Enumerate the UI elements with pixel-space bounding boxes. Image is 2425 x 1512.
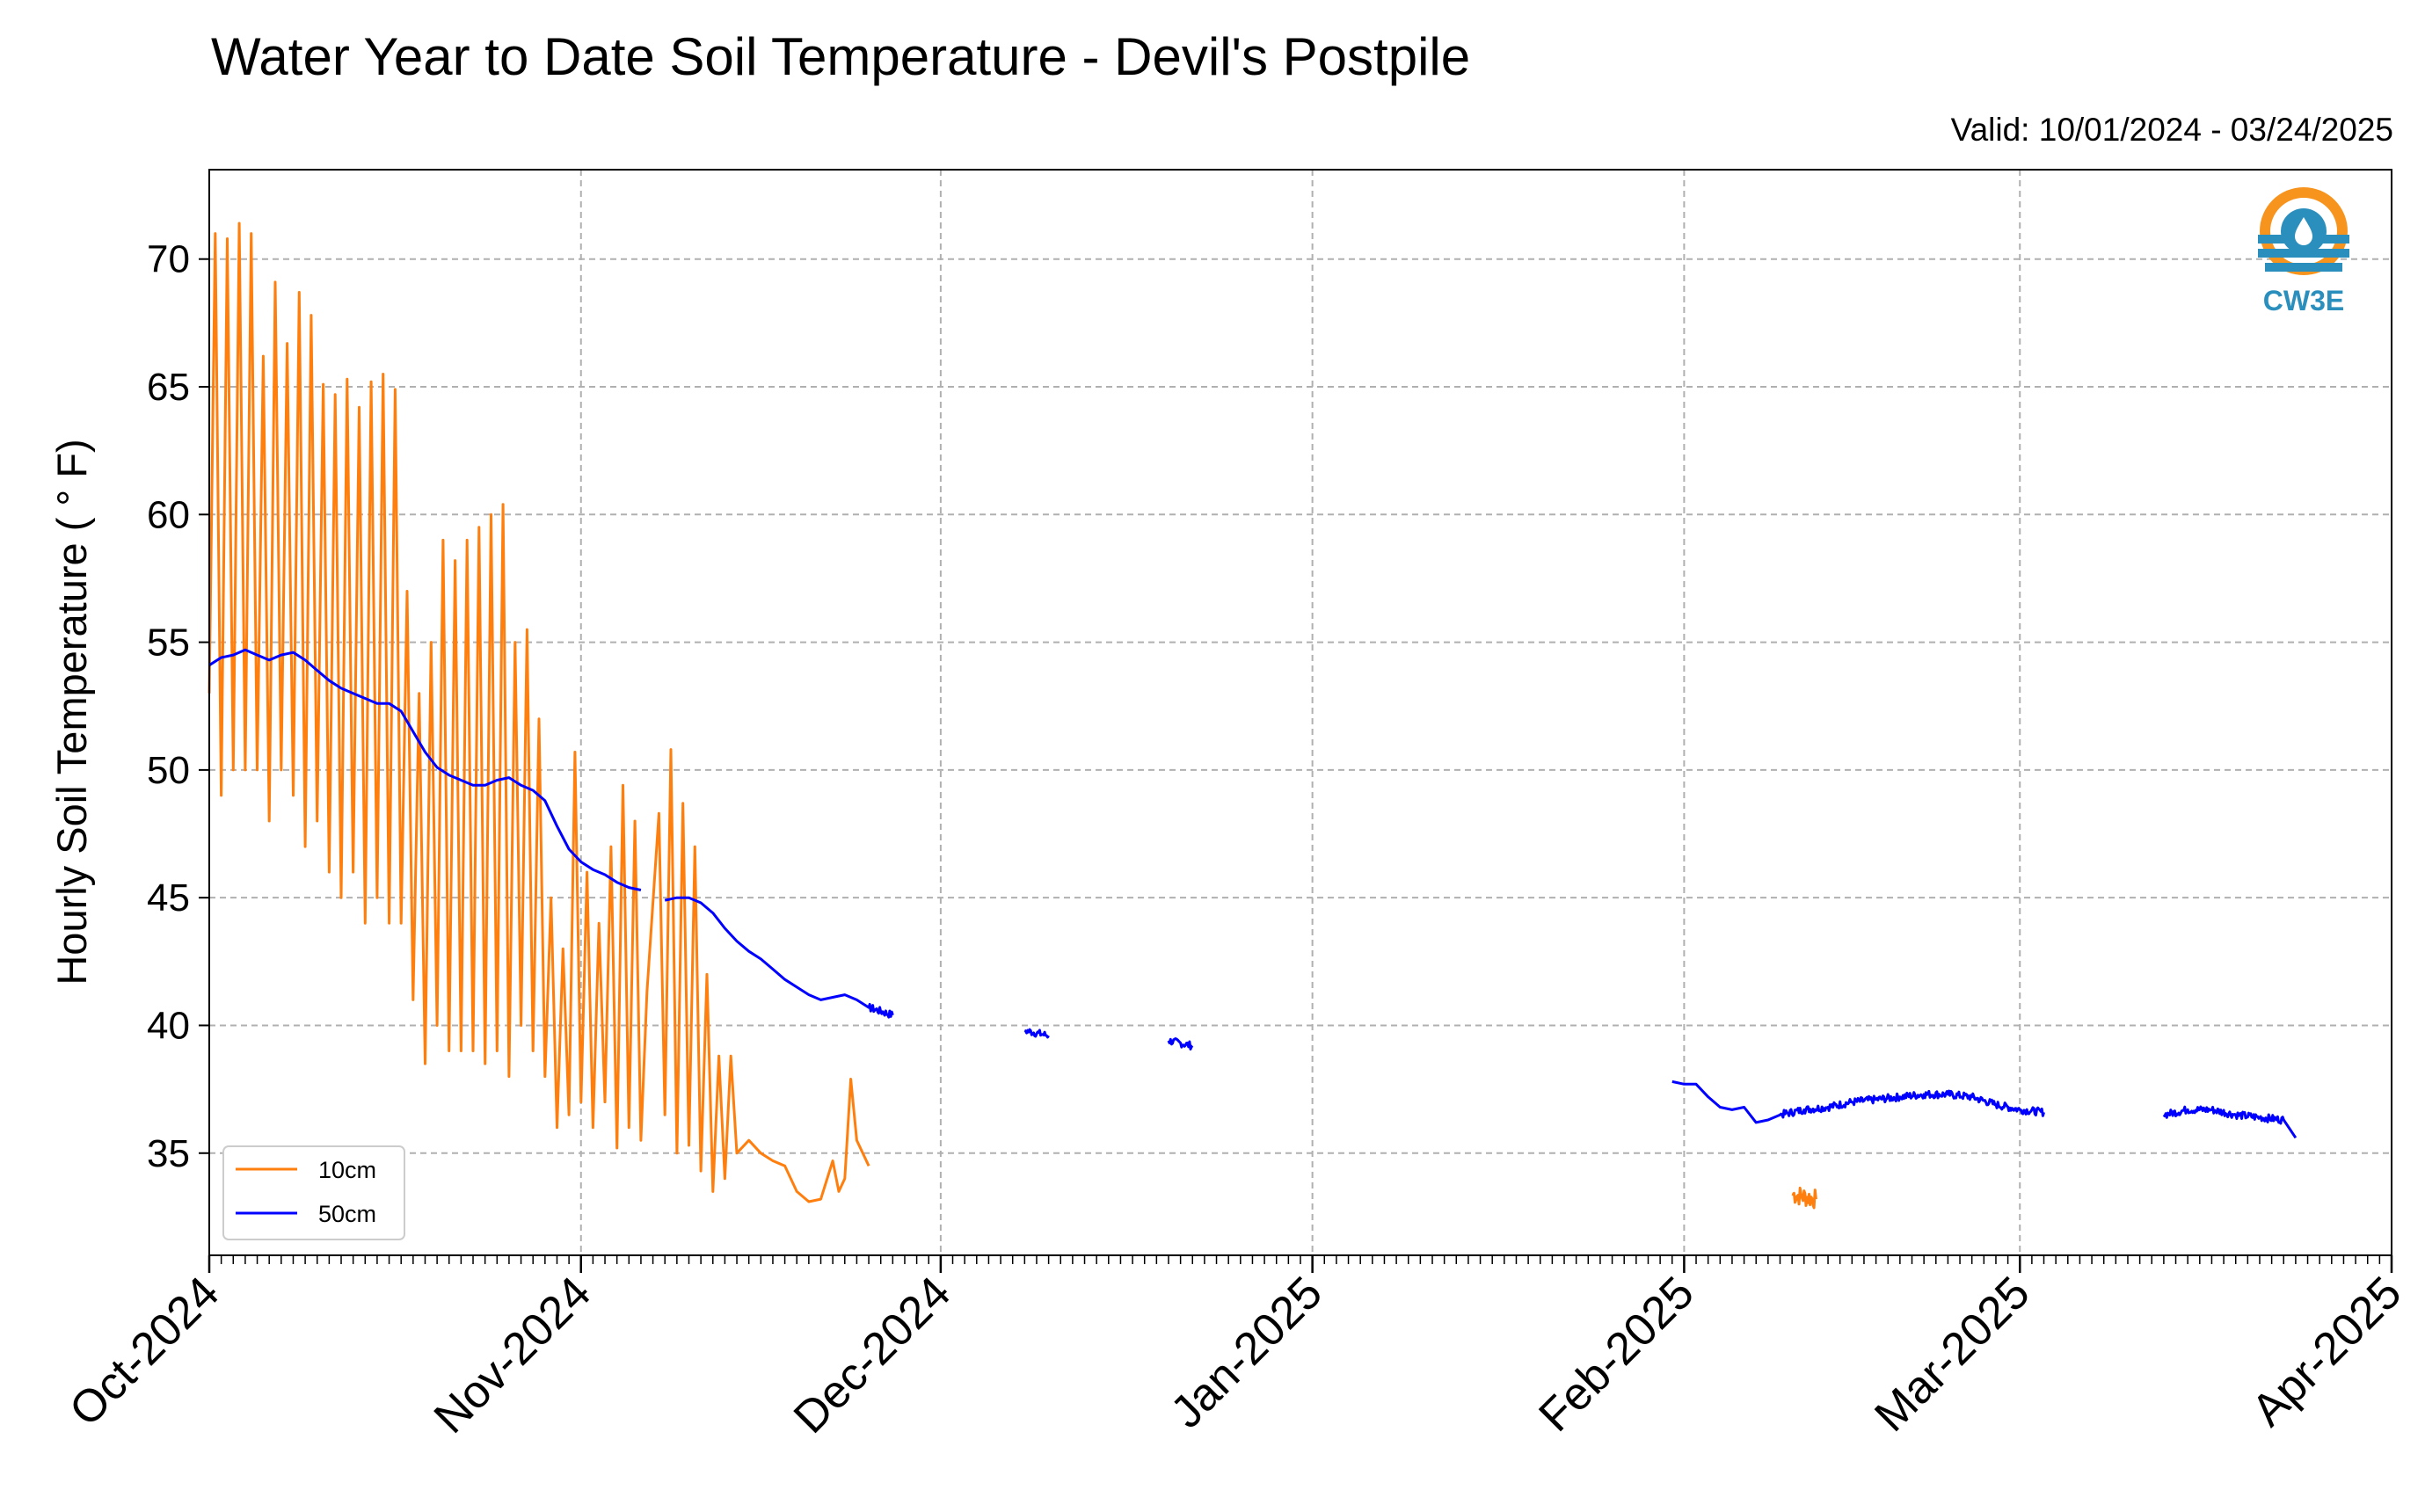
y-tick-label: 40 [147,1004,190,1047]
series-line-50cm [664,896,894,1019]
x-tick-label: Feb-2025 [1529,1267,1703,1441]
series-line-50cm [208,648,642,891]
valid-date-range: Valid: 10/01/2024 - 03/24/2025 [1950,112,2393,148]
series-layer [208,222,2298,1210]
water-drop-logo-icon: CW3E [2258,187,2349,316]
series-line-50cm [1023,1028,1050,1039]
y-tick-label: 60 [147,493,190,536]
legend-label-10cm: 10cm [318,1157,376,1183]
x-tick-label: Nov-2024 [425,1267,601,1443]
legend-frame [222,1145,405,1240]
plot-frame [208,169,2392,1256]
y-tick-label: 55 [147,622,190,665]
y-tick-label: 35 [147,1132,190,1175]
y-tick-label: 50 [147,749,190,792]
series-line-50cm [2162,1105,2298,1139]
y-tick-label: 45 [147,876,190,920]
series-line-50cm [1671,1079,2045,1124]
x-tick-label: Jan-2025 [1162,1267,1332,1437]
legend: 10cm 50cm [222,1145,405,1240]
series-line-50cm [1167,1037,1194,1050]
y-tick-label: 70 [147,238,190,281]
x-tick-label: Oct-2024 [60,1267,229,1436]
x-tick-label: Mar-2025 [1865,1267,2039,1441]
x-tick-label: Apr-2025 [2242,1267,2411,1436]
axes-layer: 35 40 45 50 55 60 65 70 Oct-2024 Nov-2024 Dec-2024… [60,238,2411,1443]
logo-text: CW3E [2263,285,2344,316]
legend-label-50cm: 50cm [318,1201,376,1227]
y-axis-label: Hourly Soil Temperature ( ° F) [48,439,95,985]
chart-title: Water Year to Date Soil Temperature - De… [211,27,1471,86]
grid-lines [208,170,2392,1255]
series-line-10cm [1791,1186,1817,1210]
x-tick-label: Dec-2024 [784,1267,960,1443]
y-tick-label: 65 [147,366,190,409]
series-line-10cm [208,222,870,1203]
